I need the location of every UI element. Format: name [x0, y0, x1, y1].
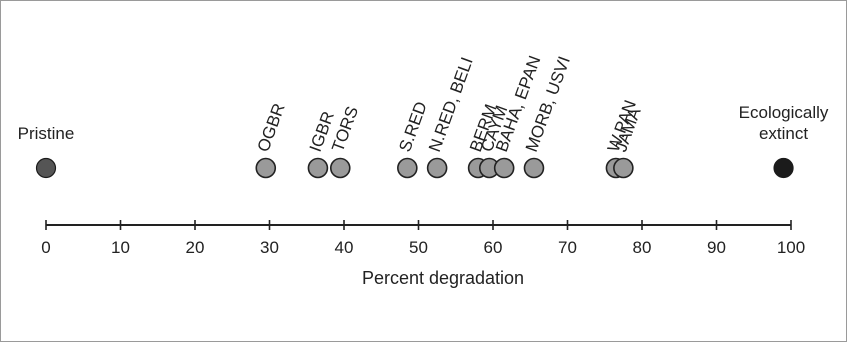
x-tick-label-80: 80	[633, 238, 652, 257]
endpoint-pristine	[35, 157, 57, 179]
x-tick-labels: 0 10 20 30 40 50 60 70 80 90 100	[41, 238, 805, 257]
x-tick-label-100: 100	[777, 238, 805, 257]
x-axis-label: Percent degradation	[362, 268, 524, 288]
point-tors	[329, 157, 351, 179]
point-s-red	[397, 157, 418, 179]
x-tick-label-50: 50	[409, 238, 428, 257]
x-tick-label-40: 40	[335, 238, 354, 257]
x-tick-label-90: 90	[707, 238, 726, 257]
point-morb-usvi	[523, 157, 545, 179]
point-label-ogbr: OGBR	[254, 101, 289, 155]
endpoint-markers	[35, 157, 794, 179]
point-label-tors: TORS	[328, 104, 362, 155]
point-igbr	[307, 157, 329, 179]
x-tick-label-20: 20	[186, 238, 205, 257]
x-tick-label-60: 60	[484, 238, 503, 257]
endpoint-labels: Pristine Ecologically extinct	[18, 103, 829, 143]
point-jama	[613, 157, 634, 179]
point-baha-epan	[493, 157, 515, 179]
x-tick-label-30: 30	[260, 238, 279, 257]
endpoint-label-pristine: Pristine	[18, 124, 75, 143]
x-tick-label-10: 10	[111, 238, 130, 257]
endpoint-label-ecologically-extinct: Ecologically extinct	[739, 103, 829, 143]
x-axis	[45, 220, 792, 230]
x-tick-label-0: 0	[41, 238, 50, 257]
x-tick-label-70: 70	[558, 238, 577, 257]
point-markers	[255, 157, 634, 179]
endpoint-ecologically-extinct	[773, 157, 794, 179]
point-ogbr	[255, 157, 277, 179]
point-n-red-beli	[426, 157, 448, 179]
